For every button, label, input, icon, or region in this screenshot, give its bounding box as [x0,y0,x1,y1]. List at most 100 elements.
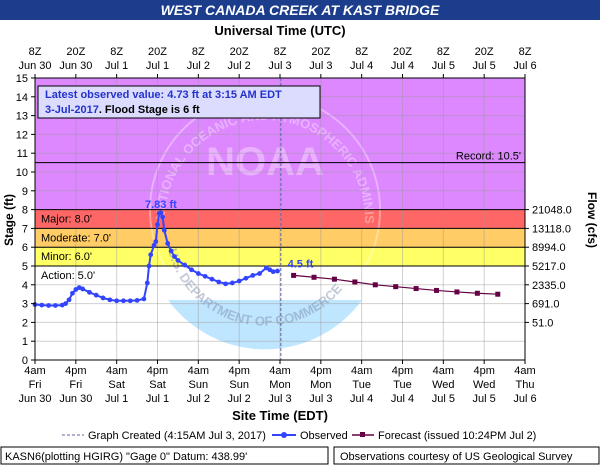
top-tick-label-1: 20Z [66,46,85,58]
y-tick-label-15: 15 [16,73,28,85]
observed-point-33 [175,257,181,263]
flow-tick-label-4: 2335.0 [532,280,566,292]
bottom-tick-date-11: Jul 5 [473,393,496,405]
bottom-tick-label-5: 4pm [228,365,249,377]
bottom-tick-date-1: Jun 30 [59,393,92,405]
right-axis-label: Flow (cfs) [585,192,599,248]
chart-title: WEST CANADA CREEK AT KAST BRIDGE [161,2,440,18]
observed-point-30 [165,241,171,246]
observed-point-43 [243,275,249,281]
y-tick-label-14: 14 [16,92,28,104]
observed-point-44 [250,273,256,278]
bottom-tick-label-0: 4am [24,365,45,377]
top-tick-label-11: 20Z [475,46,494,58]
observed-point-22 [148,252,154,258]
bottom-tick-day-8: Tue [352,379,371,391]
bottom-tick-label-3: 4pm [147,365,168,377]
observed-point-23 [151,242,157,248]
observed-point-18 [134,298,140,303]
info-box: Latest observed value: 4.73 ft at 3:15 A… [37,85,321,119]
observed-point-34 [182,262,188,268]
y-tick-label-8: 8 [22,205,28,217]
forecast-point-5 [393,284,399,290]
flow-tick-label-1: 13118.0 [532,223,571,235]
top-tick-date-12: Jul 6 [513,60,536,72]
y-tick-label-6: 6 [22,242,28,254]
legend-created: Graph Created (4:15AM Jul 3, 2017) [88,430,266,442]
observed-point-5 [63,301,69,306]
bottom-tick-date-5: Jul 2 [228,393,251,405]
observed-point-35 [189,267,194,273]
observed-point-20 [144,280,150,286]
bottom-tick-label-8: 4am [351,365,372,377]
bottom-tick-date-6: Jul 3 [268,393,291,405]
flow-tick-label-6: 51.0 [532,317,553,329]
observed-point-3 [53,303,58,308]
top-tick-label-6: 8Z [274,46,287,58]
y-tick-label-2: 2 [22,317,28,329]
top-tick-label-0: 8Z [29,46,42,58]
y-tick-label-12: 12 [16,129,28,141]
bottom-tick-date-12: Jul 6 [513,393,536,405]
top-tick-date-1: Jun 30 [59,60,92,72]
top-axis-ticks: 8Z Jun 30 20Z Jun 30 8Z Jul 1 20Z Jul 1 8Z Jul 2 2… [18,46,537,78]
bottom-tick-day-7: Mon [310,379,331,391]
y-tick-label-13: 13 [16,111,28,123]
bottom-tick-label-7: 4pm [310,365,331,377]
observed-point-45 [257,271,262,276]
observed-point-10 [80,286,86,292]
peak-label: 7.83 ft [145,199,177,211]
flood-stage-lines: Major: 8.0' Moderate: 7.0' Minor: 6.0' Acti… [35,78,525,360]
bottom-tick-day-10: Wed [432,379,454,391]
forecast-point-1 [311,274,317,280]
forecast-point-10 [495,291,501,297]
bottom-tick-date-8: Jul 4 [350,393,373,405]
x-axis-label: Site Time (EDT) [232,408,328,423]
top-tick-label-9: 20Z [393,46,412,58]
bottom-tick-date-4: Jul 2 [187,393,210,405]
observed-point-21 [146,263,152,269]
footer-credit: Observations courtesy of US Geological S… [340,451,573,463]
y-tick-label-1: 1 [22,336,28,348]
bottom-tick-day-1: Fri [69,379,82,391]
legend: Graph Created (4:15AM Jul 3, 2017) Obser… [62,430,536,442]
stage-label-3: Action: 5.0' [41,270,95,282]
bottom-tick-label-9: 4pm [392,365,413,377]
forecast-point-2 [331,276,337,282]
y-tick-label-5: 5 [22,261,28,273]
observed-point-41 [229,280,235,286]
forecast-point-0 [291,272,297,278]
bottom-tick-day-2: Sat [108,379,125,391]
observed-point-25 [155,222,160,228]
observed-point-6 [66,297,72,303]
observed-point-27 [158,210,164,216]
observed-point-42 [236,278,242,284]
legend-observed: Observed [300,430,348,442]
observed-point-37 [202,273,208,279]
bottom-tick-day-9: Tue [393,379,412,391]
y-tick-label-11: 11 [17,148,28,160]
top-tick-date-6: Jul 3 [268,60,291,72]
flow-tick-label-3: 5217.0 [532,261,566,273]
bottom-tick-day-11: Wed [473,379,495,391]
info-date: 3-Jul-2017 [45,104,99,116]
top-tick-label-2: 8Z [110,46,123,58]
watermark-wave [168,300,362,350]
y-tick-label-4: 4 [22,280,28,292]
watermark-center: NOAA [206,140,324,184]
observed-point-2 [46,303,52,308]
observed-point-32 [172,254,177,259]
y-tick-label-3: 3 [22,299,28,311]
forecast-start-label: 4.5 ft [288,258,314,270]
forecast-point-6 [413,286,419,292]
bottom-tick-date-9: Jul 4 [391,393,414,405]
bottom-tick-label-2: 4am [106,365,127,377]
bottom-tick-label-11: 4pm [473,365,494,377]
bottom-tick-label-6: 4am [269,365,290,377]
observed-point-7 [70,290,75,296]
observed-point-28 [160,214,166,220]
bottom-tick-day-6: Mon [269,379,290,391]
bottom-tick-date-3: Jul 1 [146,393,169,405]
flow-tick-label-0: 21048.0 [532,205,572,217]
observed-point-1 [39,302,45,308]
